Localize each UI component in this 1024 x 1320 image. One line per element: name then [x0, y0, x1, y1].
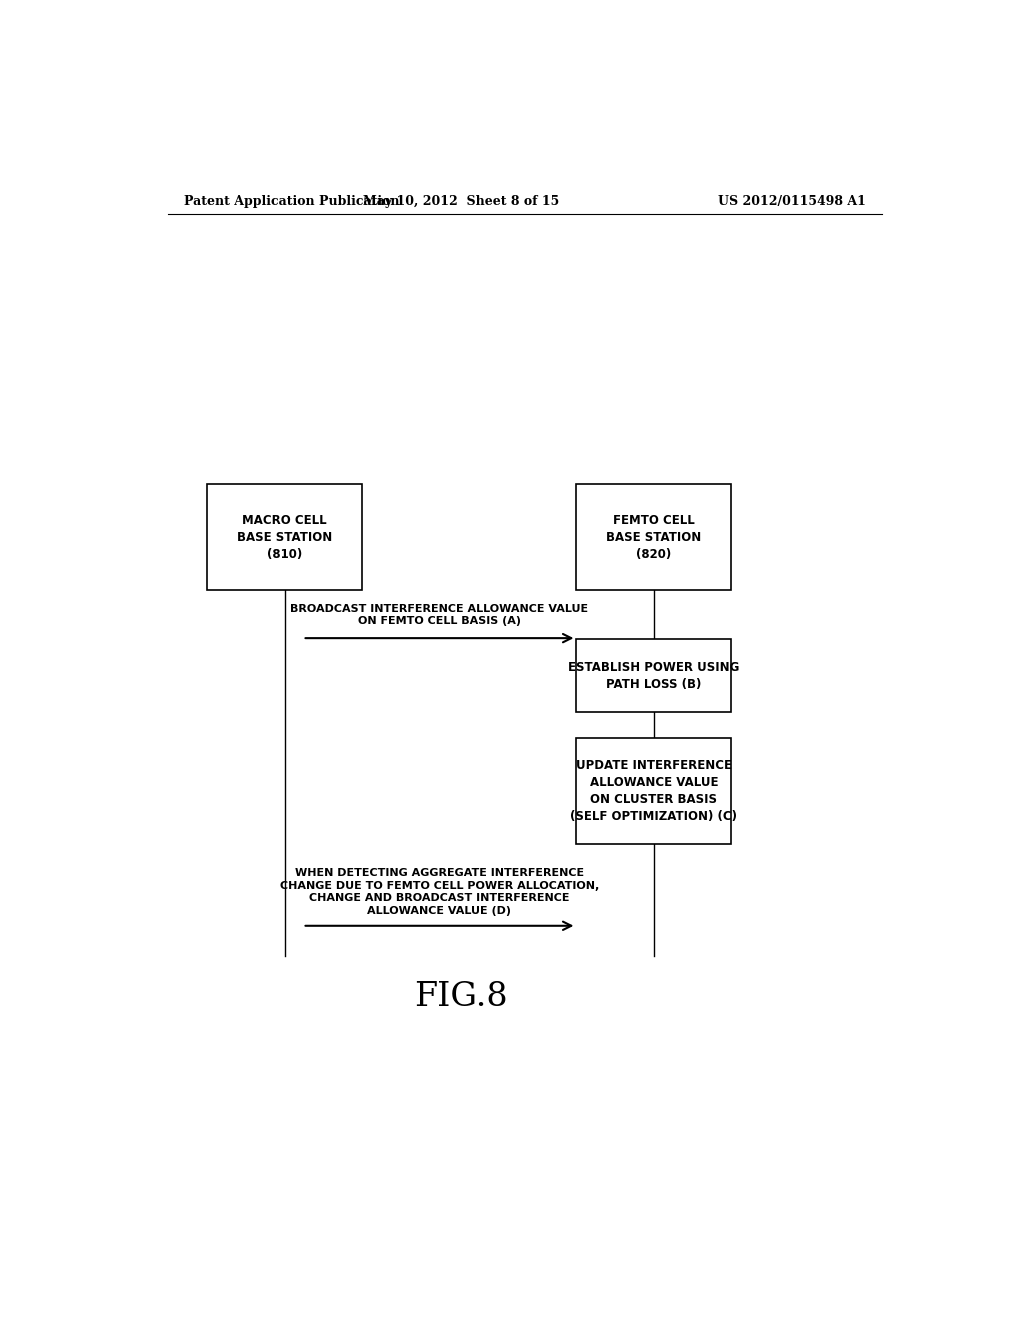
Text: FIG.8: FIG.8 [415, 981, 508, 1012]
Text: UPDATE INTERFERENCE
ALLOWANCE VALUE
ON CLUSTER BASIS
(SELF OPTIMIZATION) (C): UPDATE INTERFERENCE ALLOWANCE VALUE ON C… [570, 759, 737, 824]
FancyBboxPatch shape [207, 483, 362, 590]
FancyBboxPatch shape [577, 738, 731, 845]
FancyBboxPatch shape [577, 639, 731, 713]
Text: ESTABLISH POWER USING
PATH LOSS (B): ESTABLISH POWER USING PATH LOSS (B) [568, 661, 739, 690]
Text: US 2012/0115498 A1: US 2012/0115498 A1 [718, 194, 866, 207]
Text: MACRO CELL
BASE STATION
(810): MACRO CELL BASE STATION (810) [238, 513, 333, 561]
Text: WHEN DETECTING AGGREGATE INTERFERENCE
CHANGE DUE TO FEMTO CELL POWER ALLOCATION,: WHEN DETECTING AGGREGATE INTERFERENCE CH… [280, 869, 599, 916]
FancyBboxPatch shape [577, 483, 731, 590]
Text: Patent Application Publication: Patent Application Publication [183, 194, 399, 207]
Text: BROADCAST INTERFERENCE ALLOWANCE VALUE
ON FEMTO CELL BASIS (A): BROADCAST INTERFERENCE ALLOWANCE VALUE O… [291, 603, 589, 626]
Text: May 10, 2012  Sheet 8 of 15: May 10, 2012 Sheet 8 of 15 [364, 194, 559, 207]
Text: FEMTO CELL
BASE STATION
(820): FEMTO CELL BASE STATION (820) [606, 513, 701, 561]
